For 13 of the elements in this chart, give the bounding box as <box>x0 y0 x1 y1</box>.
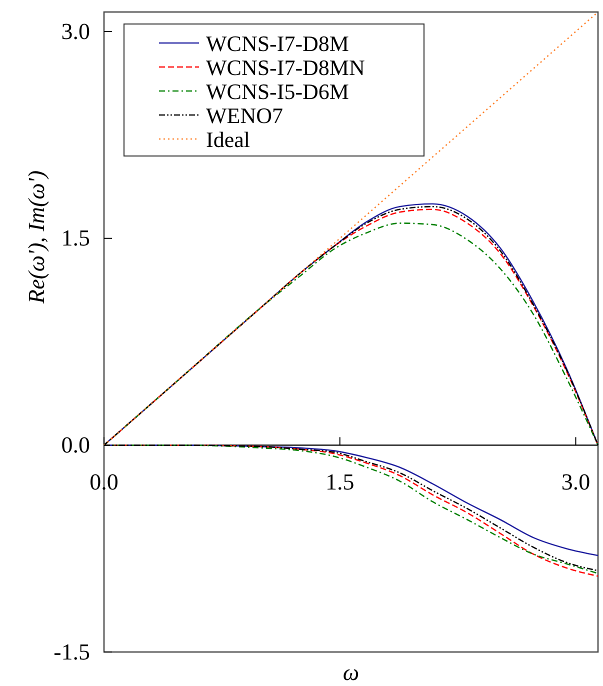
y-tick-label: 1.5 <box>61 226 90 251</box>
legend-label: WCNS-I7-D8MN <box>206 55 365 80</box>
y-axis-title: Re(ω'), Im(ω') <box>24 170 49 304</box>
legend-label: WENO7 <box>206 103 283 128</box>
legend-label: WCNS-I5-D6M <box>206 79 349 104</box>
y-tick-label: -1.5 <box>54 639 90 664</box>
legend-label: WCNS-I7-D8M <box>206 31 349 56</box>
x-tick-label: 1.5 <box>325 470 354 495</box>
y-tick-label: 0.0 <box>61 432 90 458</box>
y-tick-label: 3.0 <box>61 18 90 44</box>
legend-label: Ideal <box>206 127 250 152</box>
x-tick-label: 3.0 <box>561 470 590 495</box>
x-axis-title: ω <box>342 660 360 685</box>
